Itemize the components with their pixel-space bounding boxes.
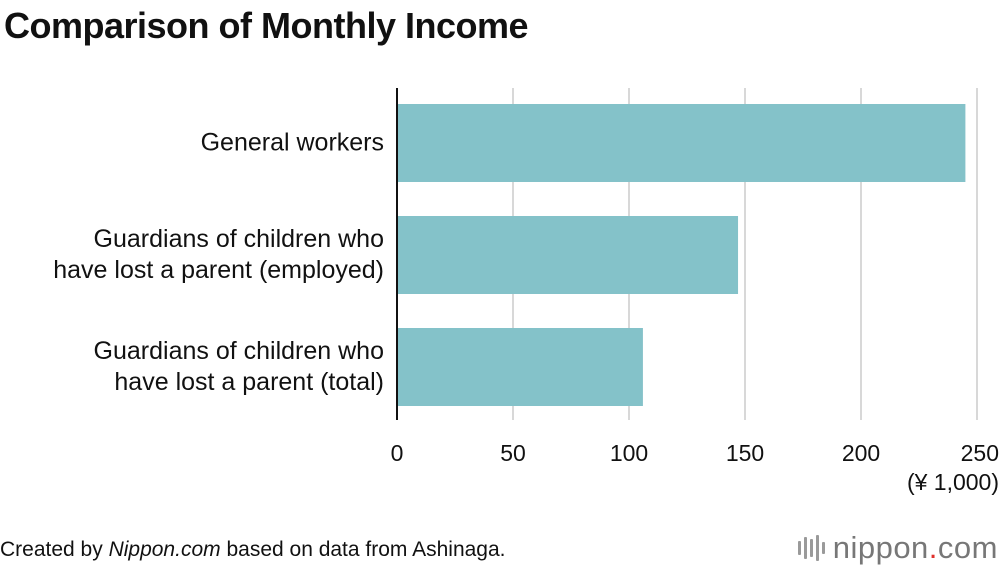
x-tick-label: 50	[500, 440, 526, 466]
category-label-line: Guardians of children who	[93, 225, 384, 253]
logo-bars-icon	[797, 535, 825, 561]
category-label-line: have lost a parent (total)	[114, 368, 384, 396]
x-tick-label: 200	[842, 440, 880, 466]
category-label-line: have lost a parent (employed)	[53, 256, 384, 284]
bar	[397, 216, 739, 294]
source-suffix: based on data from Ashinaga.	[220, 538, 506, 561]
logo-dot: .	[928, 530, 938, 565]
category-label: General workers	[0, 128, 384, 159]
logo-name: nippon	[832, 530, 929, 565]
category-label-line: General workers	[200, 128, 384, 157]
source-note: Created by Nippon.com based on data from…	[0, 537, 506, 563]
nippon-logo: nippon.com	[797, 530, 998, 566]
bar	[397, 104, 966, 182]
logo-tld: com	[937, 530, 998, 565]
category-label-line: Guardians of children who	[93, 337, 384, 365]
x-tick-label: 250	[961, 440, 999, 466]
x-tick-label: 100	[610, 440, 648, 466]
category-label: Guardians of children who have lost a par…	[0, 336, 384, 398]
source-site: Nippon.com	[108, 538, 221, 561]
source-prefix: Created by	[0, 538, 109, 561]
x-tick-label: 150	[726, 440, 764, 466]
bar-chart: 0 50 100 150 200 250 (¥ 1,000)	[391, 88, 999, 495]
unit-label: (¥ 1,000)	[907, 469, 999, 495]
chart-title: Comparison of Monthly Income	[4, 5, 529, 46]
x-tick-label: 0	[391, 440, 404, 466]
category-label: Guardians of children who have lost a par…	[0, 224, 384, 286]
bar	[397, 328, 643, 406]
logo-wordmark: nippon.com	[833, 530, 998, 566]
